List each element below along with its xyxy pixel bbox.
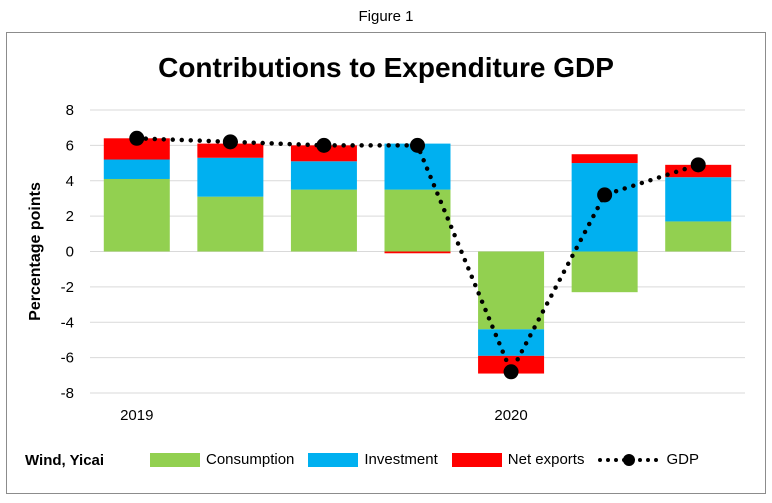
- bar-investment: [571, 163, 638, 252]
- bar-net-exports: [384, 251, 451, 254]
- bar-net-exports: [103, 138, 170, 160]
- gdp-marker: [410, 137, 425, 153]
- legend: Consumption Investment Net exports GDP: [150, 451, 713, 468]
- legend-item-net-exports: Net exports: [451, 451, 585, 468]
- legend-item-investment: Investment: [308, 451, 438, 468]
- bar-consumption: [103, 178, 170, 252]
- bar-consumption: [571, 251, 638, 293]
- bar-consumption: [197, 196, 264, 252]
- bar-consumption: [290, 189, 357, 252]
- legend-swatch-net-exports: [451, 452, 502, 467]
- bar-investment: [665, 177, 732, 222]
- y-tick-label: -8: [61, 385, 74, 402]
- chart-frame: [6, 32, 766, 494]
- bar-investment: [478, 329, 545, 356]
- y-tick-label: 0: [66, 244, 74, 261]
- y-tick-label: -4: [61, 314, 74, 331]
- figure-label: Figure 1: [358, 8, 414, 25]
- y-tick-label: -6: [61, 350, 74, 367]
- legend-swatch-investment: [308, 452, 359, 467]
- x-group-label: 2020: [494, 407, 527, 424]
- legend-item-consumption: Consumption: [150, 451, 294, 468]
- legend-label-net-exports: Net exports: [507, 451, 585, 468]
- gdp-marker: [690, 157, 706, 173]
- chart-title: Contributions to Expenditure GDP: [158, 52, 614, 83]
- bar-net-exports: [197, 143, 264, 158]
- bar-consumption: [665, 221, 732, 252]
- y-tick-label: 6: [66, 137, 74, 154]
- legend-swatch-consumption: [150, 452, 200, 467]
- y-axis-label: Percentage points: [27, 182, 44, 321]
- legend-item-gdp: GDP: [598, 451, 699, 468]
- bar-investment: [103, 159, 170, 179]
- y-tick-label: 8: [66, 102, 74, 119]
- gdp-marker: [129, 130, 145, 146]
- y-tick-label: 4: [66, 173, 74, 190]
- legend-label-consumption: Consumption: [206, 451, 295, 468]
- y-tick-label: 2: [66, 208, 74, 225]
- gdp-marker: [503, 364, 519, 380]
- bar-investment: [197, 157, 264, 197]
- x-group-label: 2019: [120, 407, 153, 424]
- y-tick-label: -2: [61, 279, 74, 296]
- gdp-marker: [222, 134, 238, 150]
- gdp-marker: [316, 137, 332, 153]
- bar-net-exports: [571, 154, 638, 164]
- bar-consumption: [384, 189, 451, 252]
- legend-label-gdp: GDP: [666, 451, 699, 468]
- source-label: Wind, Yicai: [25, 452, 105, 469]
- gdp-marker: [597, 187, 613, 203]
- legend-swatch-gdp: [598, 453, 661, 466]
- legend-label-investment: Investment: [364, 451, 438, 468]
- bar-net-exports: [290, 145, 357, 162]
- bar-investment: [290, 161, 357, 190]
